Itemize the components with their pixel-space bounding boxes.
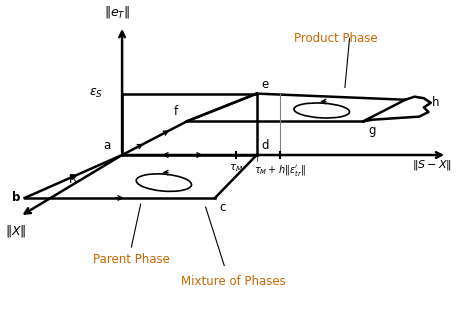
Text: d: d	[262, 139, 269, 152]
Text: R: R	[69, 173, 78, 186]
Text: Product Phase: Product Phase	[294, 32, 377, 45]
Text: $\Vert S-X\Vert$: $\Vert S-X\Vert$	[411, 158, 452, 172]
Text: b: b	[12, 191, 20, 204]
Text: h: h	[432, 96, 439, 109]
Text: a: a	[103, 139, 111, 152]
Text: f: f	[174, 105, 178, 118]
Text: Parent Phase: Parent Phase	[93, 253, 170, 266]
Text: $\varepsilon_S$: $\varepsilon_S$	[90, 87, 104, 100]
Text: g: g	[368, 124, 375, 137]
Text: $\Vert e_T\Vert$: $\Vert e_T\Vert$	[104, 4, 131, 20]
Text: c: c	[219, 201, 226, 214]
Text: $\tau_M$: $\tau_M$	[229, 163, 243, 174]
Text: $\Vert X\Vert$: $\Vert X\Vert$	[5, 222, 26, 239]
Text: $\tau_M+h\Vert\varepsilon_{tr}^{\prime}\Vert$: $\tau_M+h\Vert\varepsilon_{tr}^{\prime}\…	[254, 163, 306, 178]
Text: Mixture of Phases: Mixture of Phases	[181, 275, 286, 288]
Text: e: e	[262, 77, 269, 90]
